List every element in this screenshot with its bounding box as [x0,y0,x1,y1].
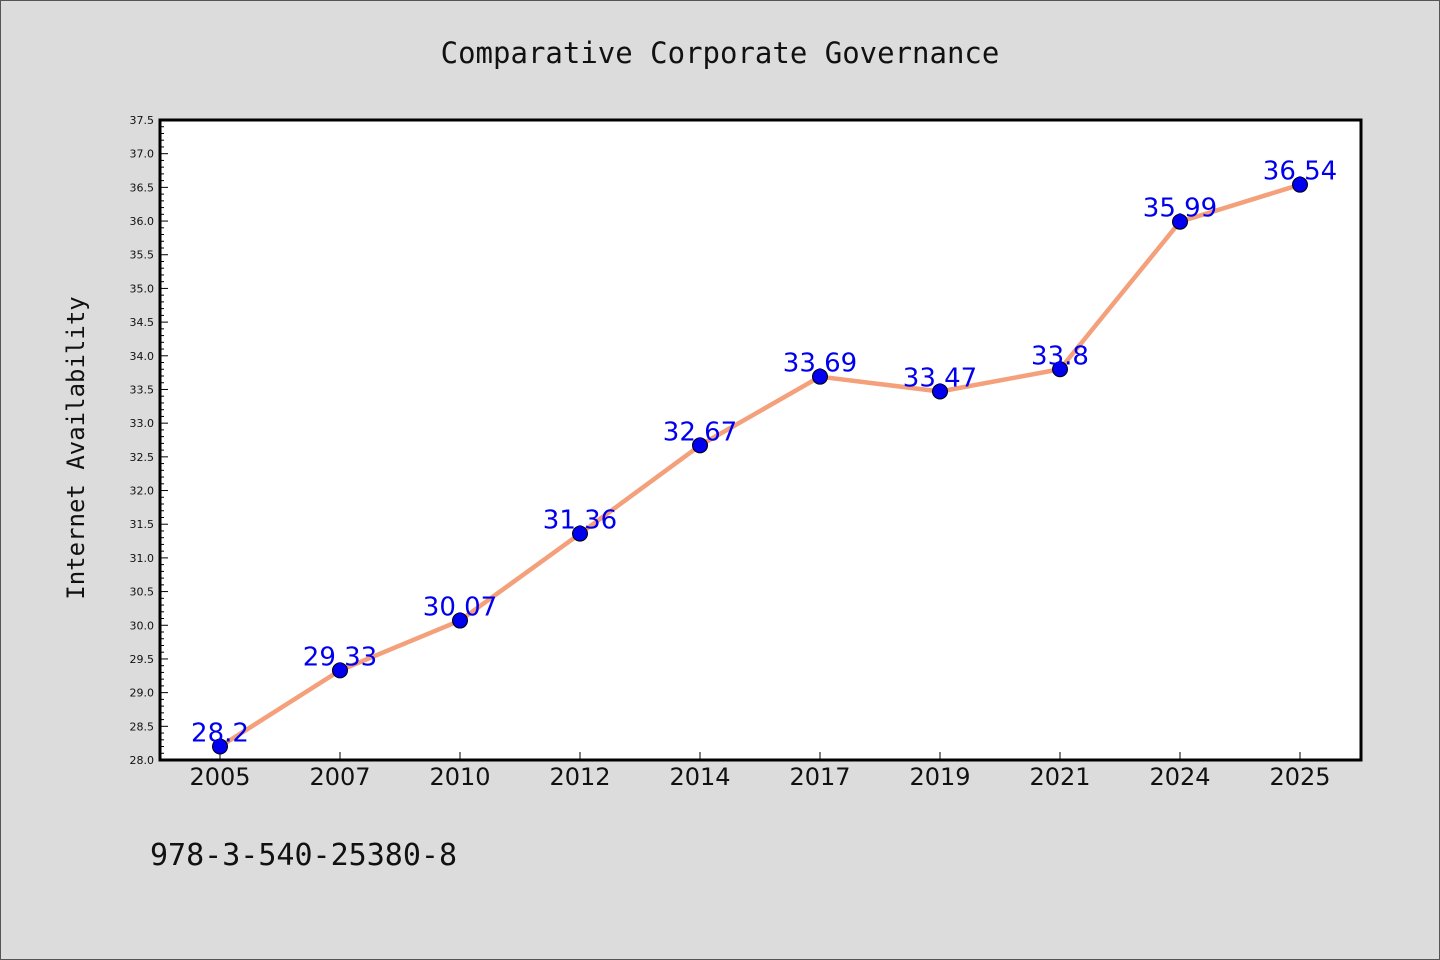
data-label: 29.33 [303,642,377,672]
y-tick-label: 37.0 [130,148,155,161]
x-tick-label: 2012 [549,763,610,791]
data-labels: 28.2 29.33 30.07 31.36 32.67 33.69 33.47 33.8 35… [191,157,1337,749]
isbn-footer: 978-3-540-25380-8 [150,838,457,873]
data-label: 33.8 [1031,341,1089,371]
y-tick-label: 36.0 [130,215,155,228]
y-tick-label: 37.5 [130,114,155,127]
data-point [452,612,468,629]
x-tick-label: 2007 [309,763,370,791]
y-tick-label: 28.0 [130,754,155,767]
data-label: 35.99 [1143,194,1217,224]
data-point [572,525,588,542]
data-label: 30.07 [423,593,497,623]
y-tick-label: 28.5 [130,720,155,733]
plot-frame [158,118,1363,762]
y-tick-label: 30.0 [130,619,155,632]
y-tick-label: 29.0 [130,687,155,700]
x-tick-label: 2019 [909,763,970,791]
x-tick-label: 2017 [789,763,850,791]
y-axis-ticks: 28.0 28.5 29.0 29.5 30.0 30.5 31.0 31.5 32.0 32.5… [130,114,168,767]
y-tick-label: 36.5 [130,181,155,194]
y-tick-label: 33.5 [130,383,155,396]
plot-area [160,120,1361,760]
y-tick-label: 33.0 [130,417,155,430]
y-axis-label: Internet Availability [62,296,90,599]
x-tick-label: 2021 [1029,763,1090,791]
data-label: 36.54 [1263,157,1337,187]
x-tick-label: 2025 [1269,763,1330,791]
data-point [932,383,948,400]
x-axis-ticks: 2005 2007 2010 2012 2014 2017 2019 2021 2024 2025 [189,752,1331,791]
y-tick-label: 30.5 [130,586,155,599]
data-point [1292,176,1308,193]
data-point [1172,213,1188,230]
x-tick-label: 2014 [669,763,730,791]
y-tick-label: 31.5 [130,518,155,531]
y-tick-label: 32.5 [130,451,155,464]
y-tick-label: 35.5 [130,249,155,262]
y-tick-label: 31.0 [130,552,155,565]
data-point [212,738,228,755]
series-line [217,182,1303,749]
data-label: 33.69 [783,349,857,379]
data-markers [212,176,1308,755]
y-tick-label: 34.0 [130,350,155,363]
data-label: 33.47 [903,363,977,393]
data-point [812,368,828,385]
data-label: 28.2 [191,719,249,749]
y-tick-label: 35.0 [130,282,155,295]
data-point [332,662,348,679]
data-point [1052,361,1068,378]
x-tick-label: 2024 [1149,763,1210,791]
chart-title: Comparative Corporate Governance [441,36,1000,70]
data-label: 31.36 [543,506,617,536]
x-tick-label: 2005 [189,763,250,791]
x-tick-label: 2010 [429,763,490,791]
y-tick-label: 29.5 [130,653,155,666]
data-point [692,437,708,454]
data-label: 32.67 [663,417,737,447]
y-tick-label: 34.5 [130,316,155,329]
y-tick-label: 32.0 [130,485,155,498]
